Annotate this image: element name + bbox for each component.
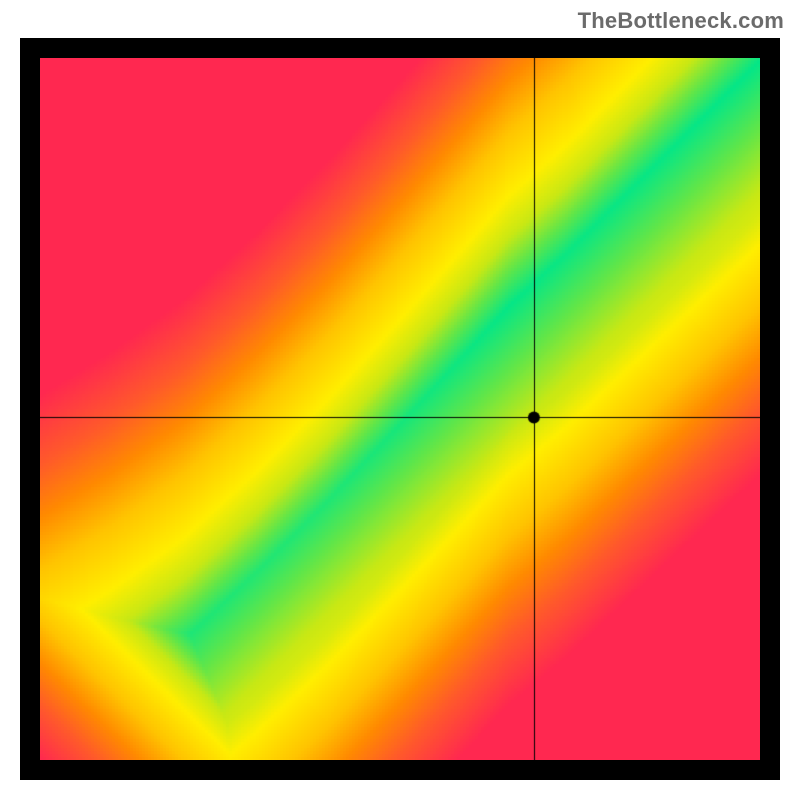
watermark-text: TheBottleneck.com (578, 8, 784, 34)
crosshair-overlay (40, 58, 760, 760)
frame: TheBottleneck.com (0, 0, 800, 800)
